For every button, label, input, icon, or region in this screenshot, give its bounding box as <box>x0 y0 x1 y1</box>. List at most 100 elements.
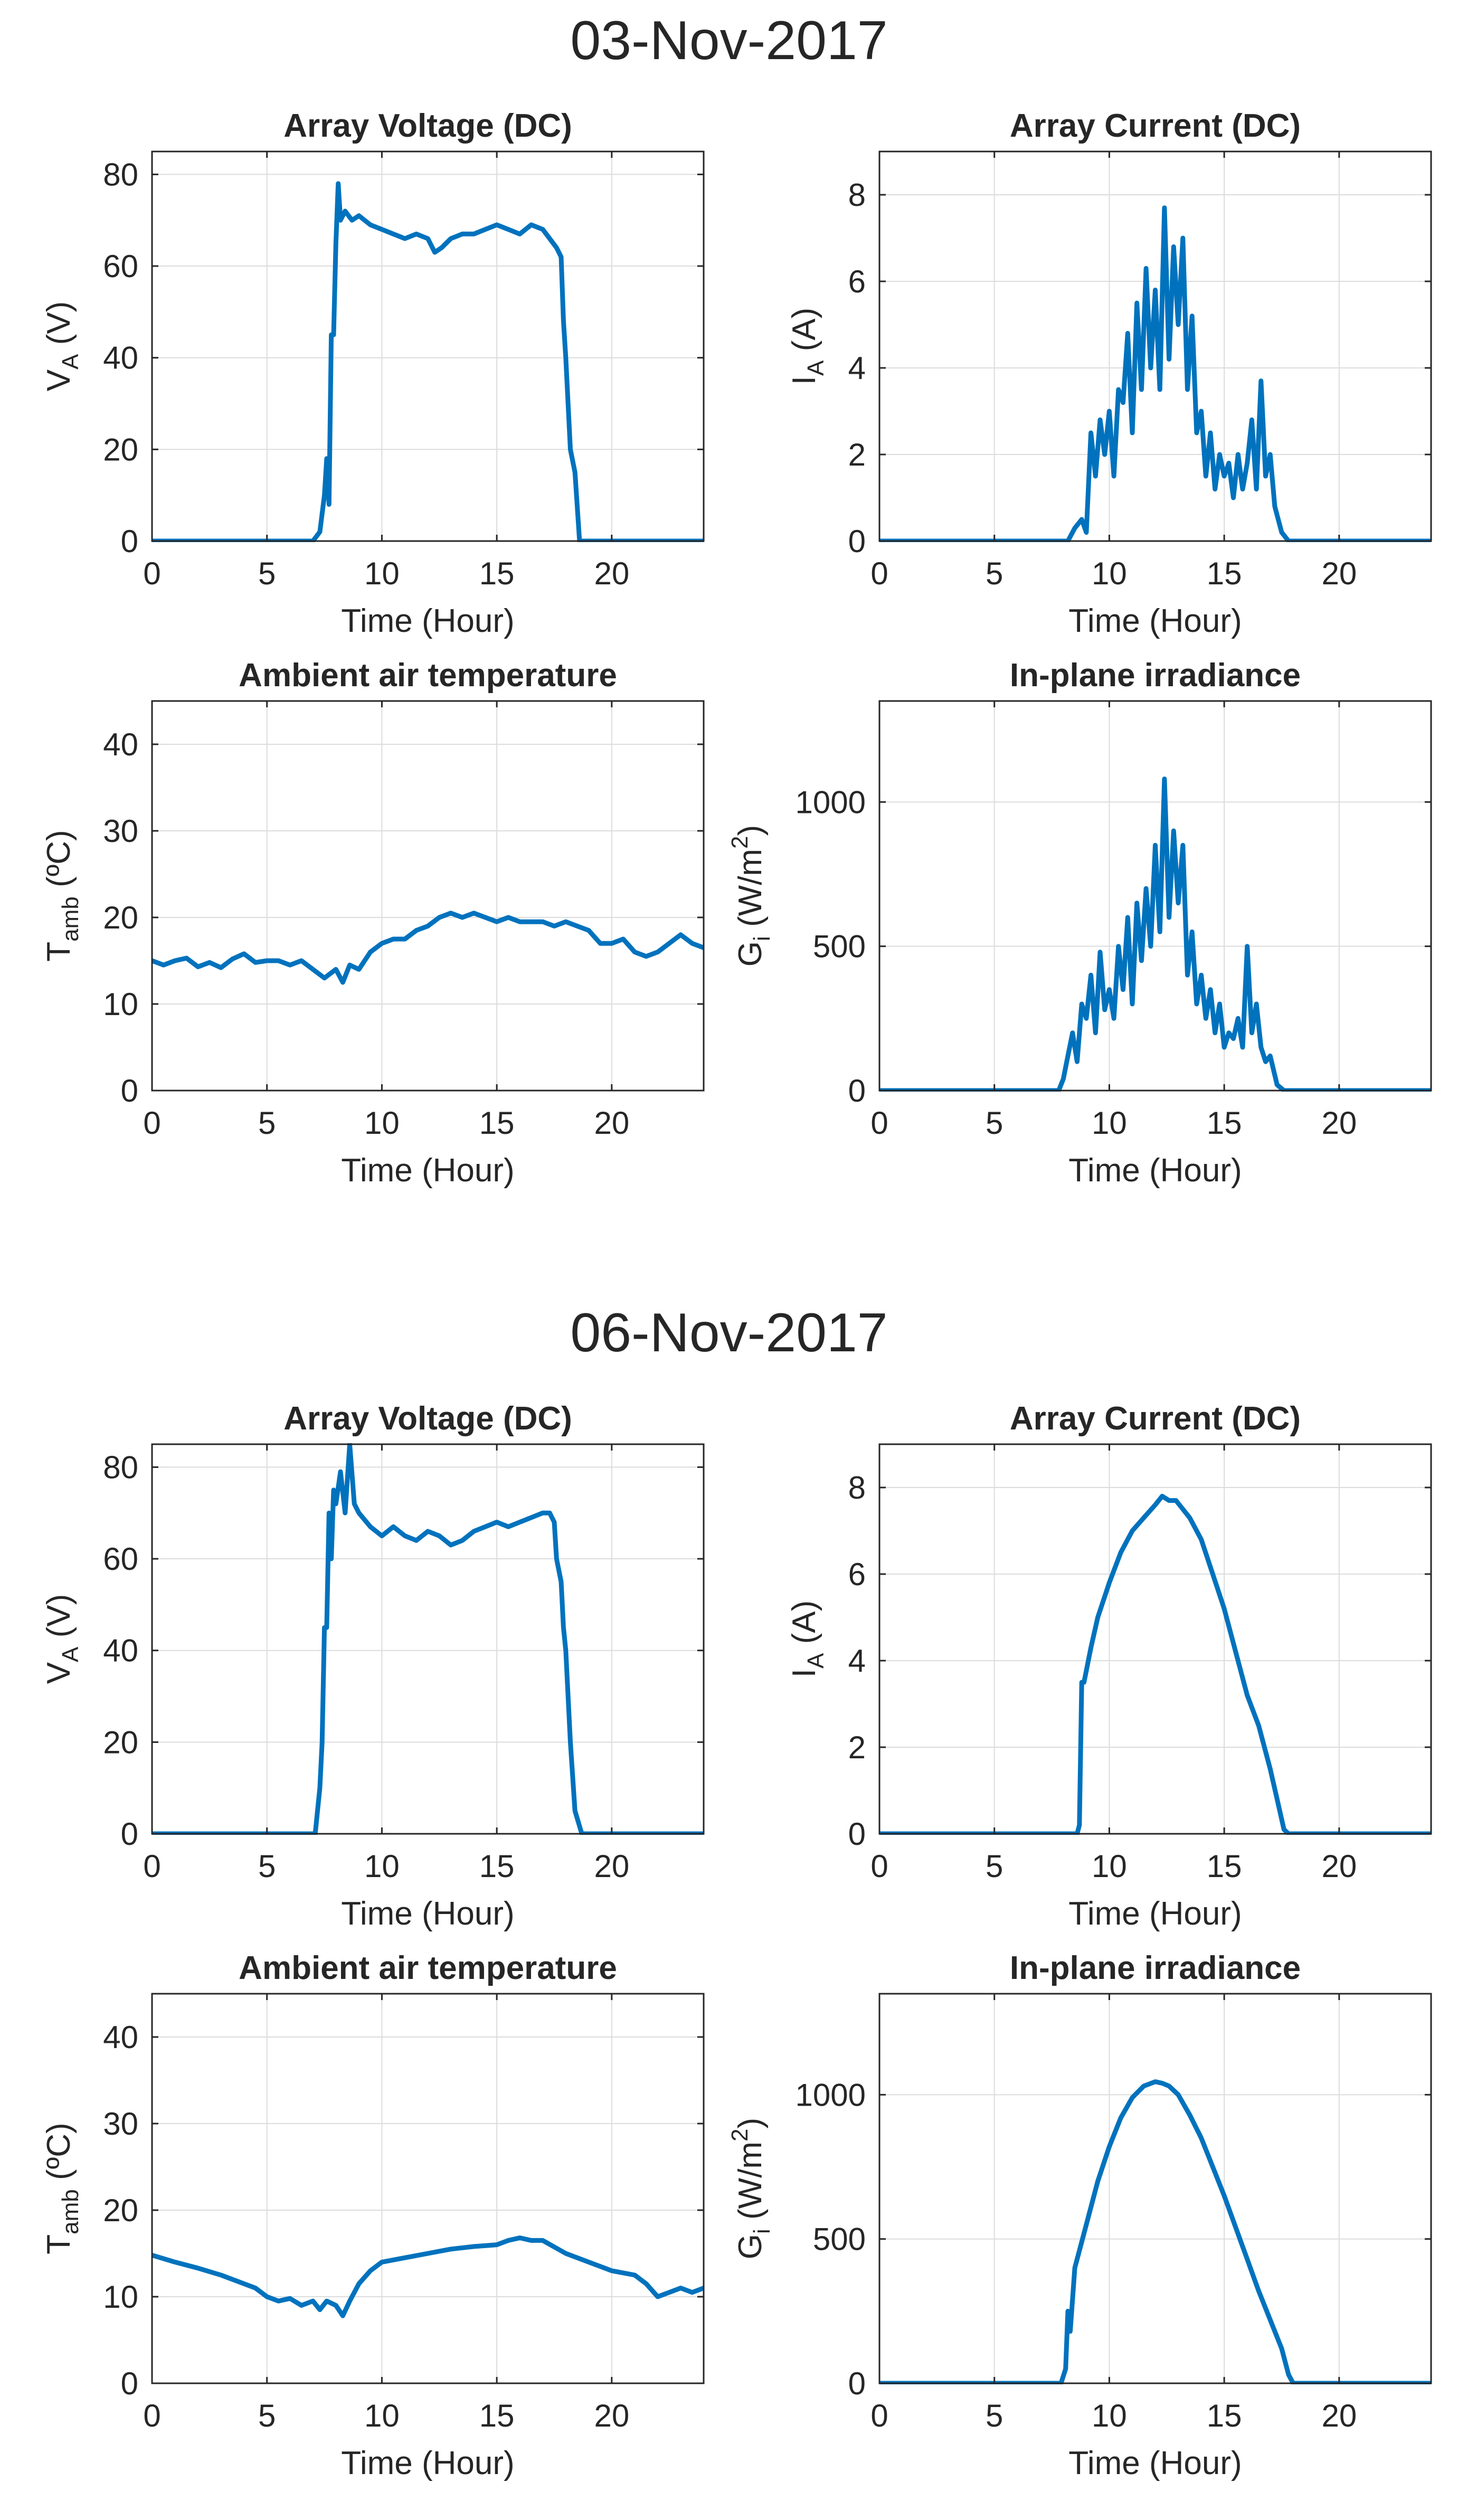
chart-1-irradiance-title: In-plane irradiance <box>1010 657 1301 694</box>
chart-1-irradiance-ylabel: Gi (W/m2) <box>727 825 775 967</box>
chart-1-current-ylabel: IA (A) <box>786 308 829 385</box>
chart-1-current-ylabel-tail: (A) <box>786 308 822 361</box>
chart-2-temperature-ylabel-tail: (ºC) <box>41 2123 77 2189</box>
chart-2-voltage-title: Array Voltage (DC) <box>283 1400 572 1437</box>
chart-2-temperature-axes-frame <box>151 1993 705 2384</box>
chart-1-irradiance-ylabel-main: G <box>732 941 769 967</box>
chart-2-temperature-plot-area <box>152 1994 704 2383</box>
chart-2-voltage-series-line <box>152 1443 704 1835</box>
chart-1-temperature-ylabel: Tamb (ºC) <box>41 830 83 961</box>
chart-1-temperature-xtick-label-1: 5 <box>258 1105 276 1141</box>
chart-2-temperature-xlabel: Time (Hour) <box>341 2445 514 2481</box>
chart-2-irradiance-ytick-label-2: 1000 <box>796 2077 866 2112</box>
chart-1-voltage-xtick-label-2: 10 <box>364 556 400 591</box>
chart-1-voltage-ylabel-main: V <box>41 369 77 391</box>
chart-1-temperature-ytick-label-0: 0 <box>121 1073 138 1109</box>
chart-1-current-ytick-label-4: 8 <box>848 177 866 213</box>
chart-1-current-xlabel: Time (Hour) <box>1068 603 1242 639</box>
chart-2-irradiance-xtick-label-2: 10 <box>1092 2398 1127 2433</box>
chart-2-temperature-ylabel-main: T <box>41 2234 77 2254</box>
chart-2-current-xlabel: Time (Hour) <box>1068 1896 1242 1932</box>
chart-2-current-ylabel: IA (A) <box>786 1600 829 1678</box>
chart-2-temperature-ytick-label-4: 40 <box>103 2020 138 2055</box>
chart-1-current-plot-area <box>879 151 1431 541</box>
chart-2-voltage: 0 5 10 15 20 0 20 40 60 80 Array Voltage (DC) Time … <box>41 1400 705 1932</box>
chart-2-temperature-xtick-label-4: 20 <box>594 2398 629 2433</box>
chart-1-temperature-xlabel: Time (Hour) <box>341 1152 514 1189</box>
chart-2-temperature-ytick-label-1: 10 <box>103 2279 138 2315</box>
date-title-nov-03: 03-Nov-2017 <box>570 10 887 71</box>
chart-2-voltage-plot-area <box>152 1444 704 1834</box>
chart-1-temperature-xtick-label-0: 0 <box>143 1105 160 1141</box>
chart-2-temperature: 0 5 10 15 20 0 10 20 30 40 Ambient air temperature… <box>41 1950 705 2481</box>
chart-1-temperature-ytick-label-3: 30 <box>103 813 138 849</box>
chart-1-irradiance-xtick-label-2: 10 <box>1092 1105 1127 1141</box>
chart-2-voltage-xtick-label-3: 15 <box>479 1849 515 1884</box>
chart-1-current-ytick-label-3: 6 <box>848 264 866 299</box>
chart-1-temperature-xtick-label-2: 10 <box>364 1105 400 1141</box>
chart-2-voltage-ytick-label-2: 40 <box>103 1633 138 1669</box>
chart-1-irradiance-series-line <box>879 776 1431 1092</box>
chart-1-voltage-title: Array Voltage (DC) <box>283 108 572 144</box>
chart-2-irradiance-ylabel-main: G <box>732 2234 769 2259</box>
chart-1-temperature-xtick-label-3: 15 <box>479 1105 515 1141</box>
chart-1-irradiance-axes-frame <box>878 700 1432 1092</box>
chart-1-voltage-ylabel-sub: A <box>58 354 83 370</box>
chart-1-voltage-ytick-label-1: 20 <box>103 432 138 467</box>
chart-1-voltage-ytick-label-0: 0 <box>121 524 138 559</box>
chart-1-current-ylabel-sub: A <box>803 360 829 376</box>
chart-1-irradiance-ylabel-sub: i <box>749 936 775 941</box>
chart-1-temperature-ytick-label-4: 40 <box>103 727 138 762</box>
chart-1-irradiance-ytick-label-2: 1000 <box>796 784 866 820</box>
chart-2-temperature-xtick-label-2: 10 <box>364 2398 400 2433</box>
chart-2-current-axes-frame <box>878 1443 1432 1835</box>
chart-1-irradiance-ytick-label-0: 0 <box>848 1073 866 1109</box>
chart-1-temperature-title: Ambient air temperature <box>239 657 617 694</box>
chart-1-temperature-ytick-label-2: 20 <box>103 900 138 935</box>
chart-1-voltage-xtick-label-4: 20 <box>594 556 629 591</box>
chart-2-current-xtick-label-2: 10 <box>1092 1849 1127 1884</box>
chart-1-irradiance-ylabel-sup: 2 <box>727 836 753 848</box>
chart-2-voltage-ylabel-main: V <box>41 1662 77 1684</box>
chart-1-irradiance-ylabel-mid: (W/m <box>732 849 769 936</box>
chart-2-irradiance-ylabel-mid: (W/m <box>732 2142 769 2229</box>
chart-2-current-ytick-label-0: 0 <box>848 1816 866 1852</box>
chart-1-irradiance-ylabel-tail: ) <box>732 825 769 836</box>
chart-1-current: 0 5 10 15 20 0 2 4 6 8 Array Current (DC) Time (Hou… <box>786 108 1432 639</box>
chart-2-voltage-xtick-label-1: 5 <box>258 1849 276 1884</box>
chart-2-voltage-ytick-label-1: 20 <box>103 1725 138 1760</box>
chart-1-current-ytick-label-1: 2 <box>848 437 866 472</box>
chart-1-current-xtick-label-3: 15 <box>1207 556 1242 591</box>
chart-2-irradiance-title: In-plane irradiance <box>1010 1950 1301 1986</box>
chart-1-temperature-axes-frame <box>151 700 705 1092</box>
chart-2-voltage-axes-frame <box>151 1443 705 1835</box>
chart-1-current-axes-frame <box>878 150 1432 542</box>
chart-2-voltage-xtick-label-2: 10 <box>364 1849 400 1884</box>
chart-2-current-xtick-label-1: 5 <box>986 1849 1003 1884</box>
chart-1-current-title: Array Current (DC) <box>1010 108 1301 144</box>
chart-2-current-ylabel-sub: A <box>803 1653 829 1669</box>
chart-1-temperature-ylabel-sub: amb <box>58 896 83 942</box>
chart-1-current-xtick-label-1: 5 <box>986 556 1003 591</box>
chart-1-temperature-series-line <box>152 911 704 985</box>
chart-2-irradiance-ylabel-tail: ) <box>732 2118 769 2129</box>
chart-2-temperature-xtick-label-0: 0 <box>143 2398 160 2433</box>
chart-2-current-xtick-label-0: 0 <box>870 1849 888 1884</box>
chart-2-voltage-ylabel: VA (V) <box>41 1594 83 1684</box>
chart-2-current: 0 5 10 15 20 0 2 4 6 8 Array Current (DC) Time (Hou… <box>786 1400 1432 1932</box>
chart-1-current-ytick-label-0: 0 <box>848 524 866 559</box>
chart-2-temperature-title: Ambient air temperature <box>239 1950 617 1986</box>
date-title-nov-06: 06-Nov-2017 <box>570 1302 887 1363</box>
chart-1-current-xtick-label-2: 10 <box>1092 556 1127 591</box>
chart-2-current-series-line <box>879 1493 1431 1835</box>
chart-1-current-xtick-label-0: 0 <box>870 556 888 591</box>
chart-2-voltage-ytick-label-3: 60 <box>103 1541 138 1577</box>
chart-2-temperature-ytick-label-2: 20 <box>103 2193 138 2228</box>
chart-2-current-ytick-label-2: 4 <box>848 1643 866 1679</box>
chart-1-temperature-ylabel-main: T <box>41 942 77 962</box>
chart-2-voltage-ytick-label-0: 0 <box>121 1816 138 1852</box>
chart-1-irradiance-ytick-label-1: 500 <box>813 929 866 964</box>
chart-2-irradiance-ytick-label-1: 500 <box>813 2222 866 2257</box>
